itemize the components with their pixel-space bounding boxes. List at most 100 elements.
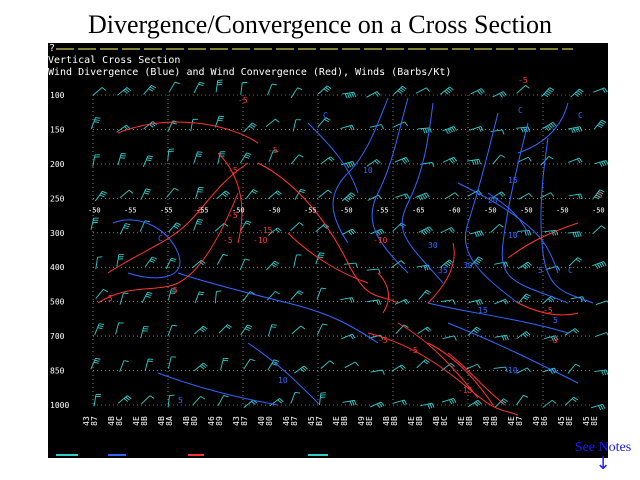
wind-barb-flag: [347, 93, 350, 99]
wind-barb-flag: [606, 332, 608, 336]
wind-barb-flag: [543, 93, 549, 98]
wind-barb-flag: [380, 401, 385, 407]
wind-barb-flag: [473, 329, 478, 334]
wind-barb: [240, 82, 243, 95]
wind-barb: [119, 292, 124, 305]
wind-barb-layer: [90, 79, 608, 411]
wind-barb-flag: [550, 123, 555, 128]
wind-barb-flag: [547, 298, 553, 303]
wind-barb: [316, 323, 323, 335]
wind-barb-flag: [499, 93, 503, 98]
wind-barb-flag: [275, 191, 280, 196]
wind-barb-flag: [577, 194, 581, 200]
wind-barb: [343, 262, 356, 265]
convergence-label: -5: [378, 336, 388, 345]
wind-barb-flag: [125, 223, 131, 226]
divergence-label: 5: [538, 266, 543, 275]
wind-barb-flag: [425, 359, 430, 363]
convergence-label: -5: [268, 146, 278, 155]
convergence-contour: [217, 152, 243, 244]
pressure-label: 200: [50, 160, 65, 169]
wind-barb-flag: [405, 157, 410, 162]
wind-barb-flag: [244, 328, 250, 331]
wind-barb-flag: [605, 160, 608, 166]
divergence-label: 30: [463, 261, 473, 270]
wind-barb-flag: [598, 405, 602, 411]
pressure-label: 300: [50, 229, 65, 238]
wind-barb: [167, 356, 172, 369]
row-value-label: -55: [304, 206, 317, 214]
pressure-label: 400: [50, 263, 65, 272]
wind-barb-flag: [575, 127, 578, 133]
wind-barb-flag: [351, 400, 355, 406]
wind-barb-flag: [401, 400, 405, 406]
row-value-label: -60: [448, 206, 461, 214]
wind-barb: [492, 154, 501, 165]
wind-barb-flag: [406, 193, 410, 199]
wind-barb-flag: [127, 395, 132, 400]
see-notes-link[interactable]: See Notes ↓: [567, 440, 639, 478]
row-value-label: -50: [268, 206, 281, 214]
wind-barb-flag: [551, 399, 557, 404]
station-label: 8C: [440, 416, 449, 426]
station-label: 87: [90, 416, 99, 426]
wind-barb-flag: [351, 92, 354, 98]
wind-barb-flag: [523, 394, 529, 398]
divergence-label: 35: [438, 266, 448, 275]
wind-barb-flag: [201, 364, 206, 368]
wind-barb-flag: [449, 127, 453, 133]
plot-canvas: -5-5-5-5-5-5 -10-15-5-10-5-5-5-5-5-15-5-5…: [50, 48, 608, 456]
wind-barb-flag: [451, 227, 455, 232]
wind-barb-flag: [248, 125, 254, 130]
wind-barb-flag: [425, 128, 428, 134]
wind-barb-flag: [275, 118, 280, 123]
row-value-label: -55: [160, 206, 173, 214]
wind-barb: [442, 335, 455, 340]
wind-barb-flag: [199, 261, 204, 266]
wind-barb-flag: [345, 196, 351, 201]
row-value-label: -50: [232, 206, 245, 214]
wind-barb-flag: [249, 291, 255, 295]
wind-barb-flag: [480, 299, 484, 305]
convergence-label: -5: [228, 166, 238, 175]
wind-barb: [391, 260, 402, 268]
wind-barb: [214, 223, 225, 232]
wind-barb-flag: [477, 299, 481, 305]
wind-barb-flag: [143, 192, 150, 195]
wind-barb-flag: [524, 230, 527, 236]
convergence-label: -5: [228, 211, 238, 220]
wind-barb-flag: [351, 297, 355, 303]
convergence-label: -5: [408, 346, 418, 355]
convergence-label: -5: [223, 236, 233, 245]
wind-barb-flag: [147, 291, 153, 294]
wind-barb-flag: [277, 190, 282, 195]
divergence-label: 10: [508, 231, 518, 240]
wind-barb-flag: [476, 159, 479, 165]
wind-barb-flag: [474, 261, 479, 265]
divergence-contour: [371, 97, 409, 274]
wind-barb-flag: [478, 126, 482, 132]
wind-barb: [444, 192, 456, 200]
wind-barb-flag: [522, 265, 527, 270]
wind-barb-flag: [403, 324, 409, 328]
divergence-contour: [517, 102, 569, 154]
pressure-label: 100: [50, 91, 65, 100]
wind-barb-flag: [277, 399, 282, 404]
wind-barb-flag: [477, 90, 481, 95]
wind-barb-flag: [598, 123, 604, 127]
wind-barb-flag: [94, 119, 100, 121]
bottom-mark: [308, 454, 328, 456]
station-label: 80: [265, 416, 274, 426]
wind-barb-flag: [348, 230, 353, 236]
wind-barb-flag: [553, 336, 557, 341]
wind-barb-flag: [325, 117, 331, 121]
bottom-mark: [188, 454, 204, 456]
wind-barb-flag: [477, 363, 481, 369]
wind-barb-flag: [319, 252, 325, 254]
wind-barb-flag: [596, 192, 602, 196]
station-label: 4B: [182, 416, 191, 426]
wind-barb-flag: [147, 157, 153, 160]
station-label: 40: [257, 416, 266, 426]
wind-barb-flag: [548, 156, 554, 160]
wind-barb-flag: [400, 260, 406, 265]
